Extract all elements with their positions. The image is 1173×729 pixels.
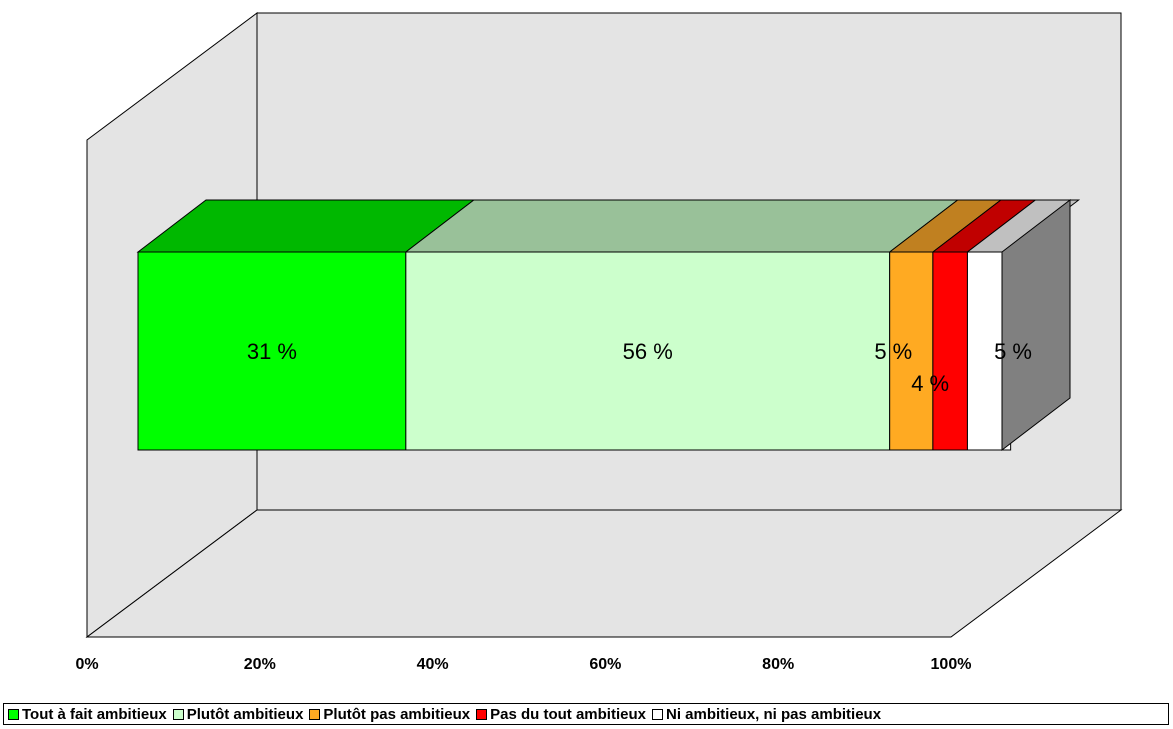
bar-top-1 (404, 199, 960, 253)
legend-swatch-3 (476, 708, 488, 720)
legend-label-1: Plutôt ambitieux (186, 705, 304, 723)
bar-side (1001, 198, 1071, 452)
legend-item-3: Pas du tout ambitieux (476, 706, 646, 723)
x-tick-label-3: 60% (589, 656, 621, 673)
legend-item-2: Plutôt pas ambitieux (309, 706, 470, 723)
data-labels: 31 % 56 % 5 % 4 % 5 % (247, 339, 1032, 396)
legend-item-4: Ni ambitieux, ni pas ambitieux (651, 705, 882, 723)
legend-label-3: Pas du tout ambitieux (490, 705, 646, 723)
legend-swatch-0 (8, 708, 19, 720)
chart-bars (136, 198, 1081, 452)
legend-swatch-1 (172, 708, 184, 720)
bar-segment-2 (889, 251, 934, 451)
data-label-0: 31 % (247, 339, 297, 364)
x-axis-ticks: 0% 20% 40% 60% 80% 100% (75, 656, 971, 673)
x-tick-label-5: 100% (931, 656, 972, 673)
data-label-4: 5 % (994, 339, 1032, 364)
data-label-1: 56 % (623, 339, 673, 364)
bar-segment-3 (932, 251, 968, 451)
legend-label-0: Tout à fait ambitieux (22, 705, 167, 723)
legend-swatch-2 (309, 708, 321, 720)
legend-item-1: Plutôt ambitieux (172, 705, 304, 723)
data-label-2: 5 % (874, 339, 912, 364)
legend-swatch-4 (651, 708, 663, 720)
data-label-3: 4 % (911, 371, 949, 396)
legend-label-4: Ni ambitieux, ni pas ambitieux (665, 705, 882, 723)
chart-legend: Tout à fait ambitieux Plutôt ambitieux Plu… (3, 703, 1169, 725)
bar-segment-1 (405, 251, 891, 451)
legend-label-2: Plutôt pas ambitieux (323, 705, 471, 723)
x-tick-label-1: 20% (244, 656, 276, 673)
legend-item-0: Tout à fait ambitieux (8, 706, 167, 723)
x-tick-label-2: 40% (417, 656, 449, 673)
x-tick-label-4: 80% (762, 656, 794, 673)
x-tick-label-0: 0% (75, 656, 98, 673)
floor (85, 509, 1123, 638)
bar-segment-0 (137, 251, 407, 451)
